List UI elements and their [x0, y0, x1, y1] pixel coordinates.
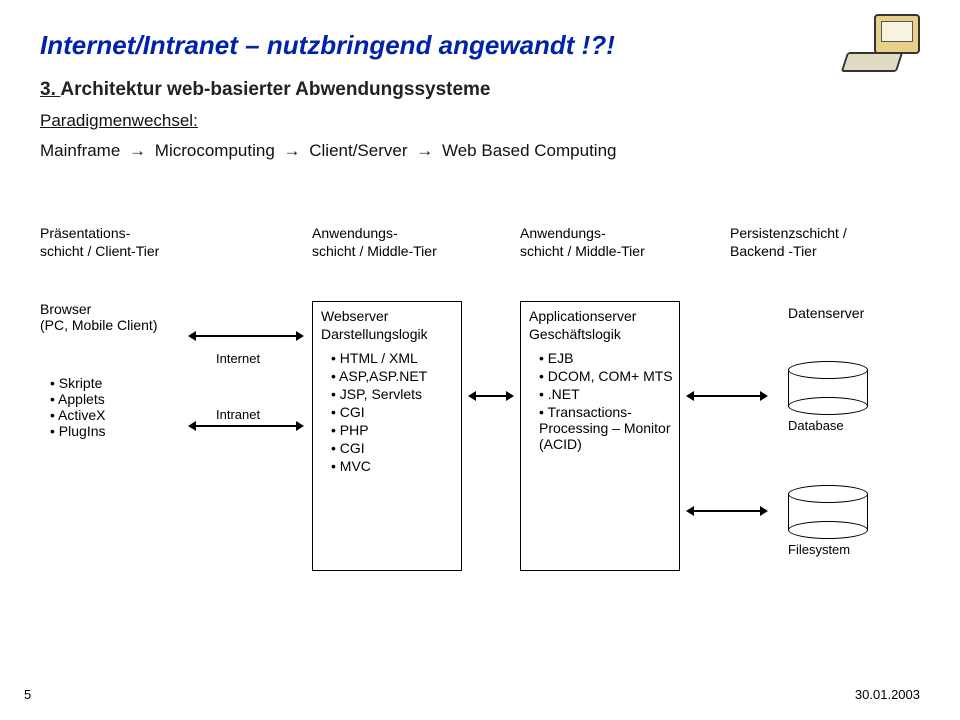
filesystem-cylinder-icon: Filesystem [788, 485, 868, 557]
database-cylinder-icon: Database [788, 361, 868, 433]
arrow-web-app [476, 395, 506, 397]
page-title: Internet/Intranet – nutzbringend angewan… [40, 30, 920, 61]
architecture-diagram: Präsentations-schicht / Client-Tier Anwe… [40, 225, 920, 645]
paradigm-flow: Mainframe → Microcomputing → Client/Serv… [40, 141, 920, 161]
page-date: 30.01.2003 [855, 687, 920, 702]
label-intranet: Intranet [216, 407, 260, 422]
arrow-client-web-2 [196, 425, 296, 427]
tier-label-middle-2: Anwendungs-schicht / Middle-Tier [520, 225, 645, 260]
computer-icon [844, 14, 922, 78]
section-heading: 3. Architektur web-basierter Abwendungss… [40, 79, 920, 101]
section-subheading: Paradigmenwechsel: [40, 111, 920, 131]
tier-label-backend: Persistenzschicht /Backend -Tier [730, 225, 847, 260]
label-internet: Internet [216, 351, 260, 366]
tier-label-middle-1: Anwendungs-schicht / Middle-Tier [312, 225, 437, 260]
arrow-app-db [694, 395, 760, 397]
arrow-client-web-1 [196, 335, 296, 337]
arrow-app-fs [694, 510, 760, 512]
webserver-box: Webserver Darstellungslogik HTML / XML A… [312, 301, 462, 571]
dataserver-label: Datenserver [788, 305, 864, 321]
client-tier-items: Skripte Applets ActiveX PlugIns [50, 375, 106, 439]
tier-label-presentation: Präsentations-schicht / Client-Tier [40, 225, 159, 260]
page-number: 5 [24, 687, 31, 702]
client-tier-box: Browser (PC, Mobile Client) [40, 301, 182, 333]
applicationserver-box: Applicationserver Geschäftslogik EJB DCO… [520, 301, 680, 571]
